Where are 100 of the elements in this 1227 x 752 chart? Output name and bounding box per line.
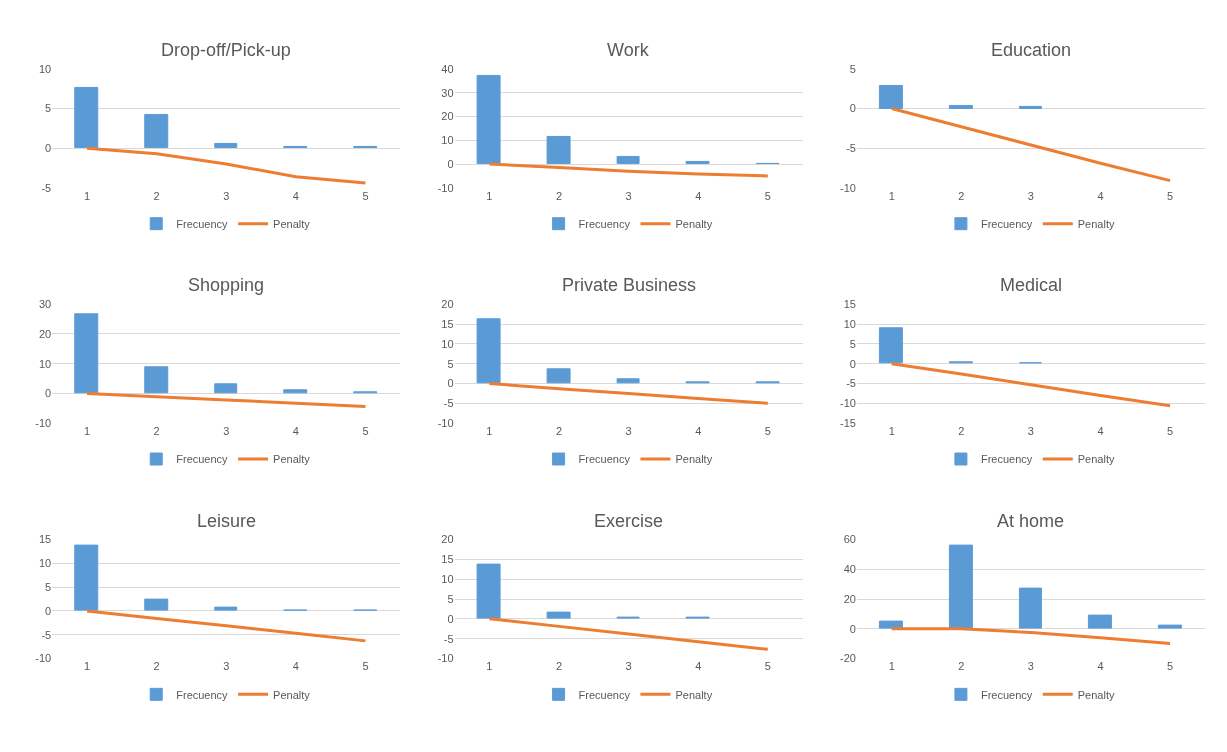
- x-tick-label: 5: [362, 425, 369, 438]
- y-tick-label: 10: [441, 337, 454, 350]
- bar: [1018, 587, 1042, 629]
- bar: [948, 104, 973, 109]
- x-tick-label: 4: [292, 425, 299, 438]
- y-tick-label: 20: [38, 327, 52, 340]
- line-series: [85, 609, 367, 643]
- y-tick-label: -15: [840, 416, 856, 429]
- x-tick-label: 2: [958, 425, 965, 438]
- y-tick-label: 0: [447, 377, 454, 390]
- y-tick-label: -10: [437, 652, 454, 665]
- y-tick-label: 20: [441, 533, 454, 546]
- x-tick-label: 3: [223, 189, 230, 202]
- y-tick-label: 0: [447, 157, 454, 170]
- y-tick-label: 20: [441, 110, 454, 123]
- y-tick-label: -5: [846, 142, 856, 155]
- chart-title: Work: [607, 40, 650, 60]
- bar: [616, 155, 640, 164]
- y-tick-label: 40: [843, 563, 856, 576]
- legend-label: Frecuency: [980, 688, 1033, 701]
- x-tick-label: 3: [1027, 425, 1034, 438]
- x-tick-label: 4: [292, 660, 299, 673]
- y-tick-label: 20: [441, 298, 454, 311]
- y-tick-label: -5: [443, 397, 454, 410]
- legend-label: Frecuency: [980, 453, 1033, 466]
- bar: [1157, 624, 1182, 629]
- y-tick-label: 5: [45, 102, 52, 115]
- x-tick-label: 5: [764, 425, 771, 438]
- chart-title: Leisure: [197, 511, 257, 531]
- bar: [74, 544, 99, 611]
- y-tick-label: 5: [849, 62, 856, 75]
- bar: [476, 563, 501, 619]
- legend-label: Penalty: [1077, 217, 1115, 230]
- legend-label: Frecuency: [578, 217, 631, 230]
- x-tick-label: 2: [153, 189, 160, 202]
- bar: [214, 383, 238, 394]
- bar: [616, 378, 640, 384]
- legend-label: Frecuency: [176, 217, 229, 230]
- x-tick-label: 1: [888, 425, 895, 438]
- legend-label: Penalty: [1077, 453, 1115, 466]
- x-tick-label: 1: [83, 189, 91, 202]
- chart-title: Drop-off/Pick-up: [161, 40, 291, 60]
- line-series: [487, 382, 770, 405]
- x-tick-label: 1: [83, 425, 91, 438]
- bar: [74, 86, 99, 148]
- x-tick-label: 5: [764, 189, 771, 202]
- x-tick-label: 3: [223, 425, 230, 438]
- x-tick-label: 4: [695, 189, 702, 202]
- x-tick-label: 4: [695, 425, 702, 438]
- y-tick-label: 0: [849, 357, 856, 370]
- legend-label: Frecuency: [578, 688, 631, 701]
- y-tick-label: 10: [38, 357, 52, 370]
- bar: [948, 544, 973, 629]
- bar: [74, 313, 99, 394]
- x-tick-label: 1: [486, 425, 493, 438]
- bar: [144, 366, 169, 394]
- x-tick-label: 5: [362, 189, 369, 202]
- x-tick-label: 4: [1097, 660, 1104, 673]
- y-tick-label: -10: [840, 181, 856, 194]
- bar: [214, 606, 238, 611]
- bar: [283, 389, 308, 394]
- y-tick-label: -5: [846, 377, 856, 390]
- bar: [546, 611, 571, 619]
- x-tick-label: 3: [625, 660, 632, 673]
- x-tick-label: 2: [958, 660, 965, 673]
- y-tick-label: -10: [437, 416, 454, 429]
- legend-label: Frecuency: [176, 688, 229, 701]
- y-tick-label: 0: [45, 142, 52, 155]
- legend-label: Penalty: [675, 453, 713, 466]
- bar: [878, 84, 903, 109]
- bar: [144, 598, 169, 611]
- bar: [685, 160, 710, 164]
- x-tick-label: 1: [83, 660, 91, 673]
- y-tick-label: 5: [447, 357, 454, 370]
- bar: [1018, 105, 1042, 109]
- chart-title: At home: [997, 511, 1065, 531]
- x-tick-label: 2: [555, 425, 563, 438]
- legend-label: Penalty: [675, 688, 713, 701]
- legend-label: Frecuency: [578, 453, 631, 466]
- x-tick-label: 2: [153, 660, 160, 673]
- line-series: [85, 391, 367, 408]
- line-series: [85, 146, 367, 185]
- y-tick-label: -10: [437, 181, 454, 194]
- y-tick-label: 0: [45, 387, 52, 400]
- x-tick-label: 2: [153, 425, 160, 438]
- x-tick-label: 5: [764, 660, 771, 673]
- y-tick-label: -10: [840, 397, 856, 410]
- y-tick-label: -5: [41, 181, 52, 194]
- x-tick-label: 5: [1167, 425, 1174, 438]
- x-tick-label: 2: [958, 189, 965, 202]
- line-series: [487, 617, 770, 651]
- y-tick-label: 20: [843, 592, 856, 605]
- bar: [214, 142, 238, 148]
- bar: [546, 135, 571, 164]
- chart-title: Education: [991, 40, 1072, 60]
- y-tick-label: -20: [840, 652, 856, 665]
- x-tick-label: 4: [292, 189, 299, 202]
- y-tick-label: 5: [447, 592, 454, 605]
- legend-label: Penalty: [273, 453, 311, 466]
- y-tick-label: 5: [45, 581, 52, 594]
